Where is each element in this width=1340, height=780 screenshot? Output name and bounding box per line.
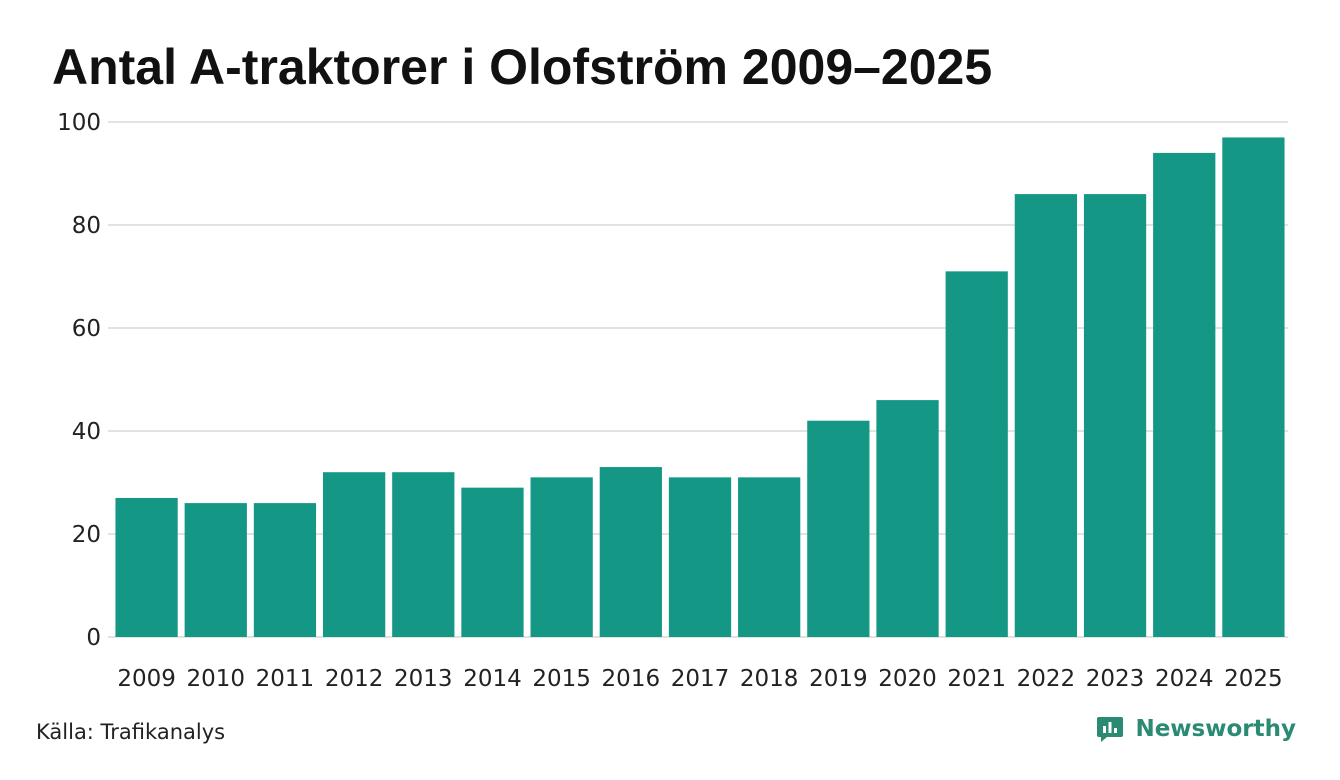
bar-2025 [1222, 137, 1285, 637]
bar-2018 [738, 477, 801, 637]
bars [115, 137, 1285, 637]
x-tick-label: 2024 [1155, 666, 1214, 692]
x-tick-label: 2020 [878, 666, 937, 692]
bar-2012 [322, 472, 386, 637]
y-axis-ticks: 0 20 40 60 80 100 [57, 110, 101, 651]
y-tick-label: 100 [57, 110, 101, 136]
x-tick-label: 2023 [1086, 666, 1145, 692]
newsworthy-logo-icon [1097, 717, 1124, 742]
y-tick-label: 0 [86, 625, 101, 651]
x-tick-label: 2019 [809, 666, 868, 692]
x-axis-ticks: 2009 2010 2011 2012 2013 2014 2015 2016 2017 2018… [117, 666, 1282, 692]
bar-2020 [876, 400, 939, 637]
bar-2009 [115, 497, 178, 637]
x-tick-label: 2016 [602, 666, 661, 692]
bar-2023 [1083, 194, 1147, 637]
x-tick-label: 2011 [256, 666, 315, 692]
bar-2024 [1153, 152, 1216, 637]
x-tick-label: 2017 [671, 666, 730, 692]
x-tick-label: 2013 [394, 666, 453, 692]
bar-2022 [1014, 194, 1078, 637]
chart-title: Antal A-traktorer i Olofström 2009–2025 [52, 39, 993, 95]
bar-2019 [807, 420, 870, 637]
bar-2011 [253, 503, 317, 637]
x-tick-label: 2021 [947, 666, 1006, 692]
source-note: Källa: Trafikanalys [36, 720, 226, 744]
x-tick-label: 2009 [117, 666, 176, 692]
x-tick-label: 2014 [463, 666, 522, 692]
brand-name: Newsworthy [1135, 716, 1296, 742]
bar-2016 [599, 467, 662, 637]
bar-2021 [945, 271, 1008, 637]
x-tick-label: 2018 [740, 666, 799, 692]
x-tick-label: 2010 [186, 666, 245, 692]
bar-2010 [184, 503, 247, 637]
y-tick-label: 80 [72, 213, 101, 239]
y-tick-label: 40 [72, 419, 101, 445]
x-tick-label: 2022 [1017, 666, 1076, 692]
bar-2013 [392, 472, 455, 637]
bar-2014 [461, 487, 524, 637]
bar-2015 [530, 477, 593, 637]
brand-logo: Newsworthy [1095, 714, 1296, 744]
x-tick-label: 2015 [532, 666, 591, 692]
y-tick-label: 60 [72, 316, 101, 342]
x-tick-label: 2025 [1224, 666, 1283, 692]
bar-2017 [668, 477, 732, 637]
x-tick-label: 2012 [325, 666, 384, 692]
y-tick-label: 20 [72, 522, 101, 548]
